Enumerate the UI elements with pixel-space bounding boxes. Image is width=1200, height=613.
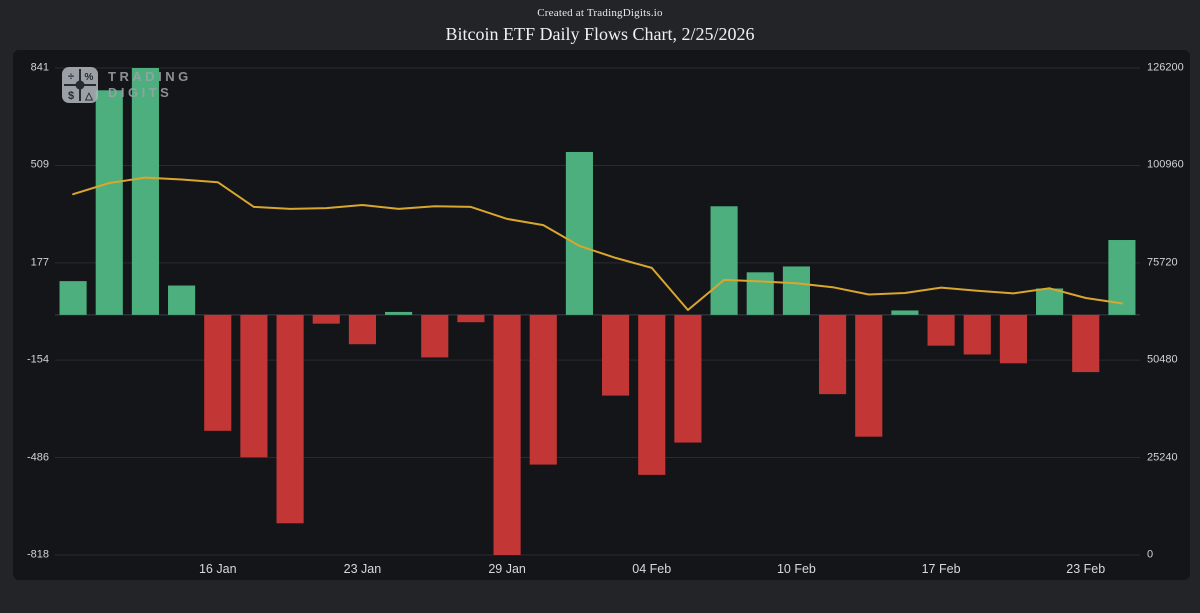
x-axis-label: 29 Jan bbox=[488, 562, 526, 576]
y-axis-label-left: -154 bbox=[26, 353, 49, 366]
x-axis-label: 16 Jan bbox=[198, 562, 237, 576]
icon-glyph-dollar: $ bbox=[68, 90, 74, 102]
flow-bar[interactable] bbox=[457, 314, 485, 323]
flow-bar[interactable] bbox=[276, 314, 304, 524]
flow-bar[interactable] bbox=[565, 151, 593, 315]
y-axis-label-right: 25240 bbox=[1147, 451, 1178, 464]
flow-bar[interactable] bbox=[168, 285, 196, 315]
flow-bar[interactable] bbox=[927, 314, 955, 346]
y-axis-label-right: 75720 bbox=[1147, 256, 1178, 269]
icon-glyph-triangle: △ bbox=[84, 91, 93, 102]
flow-bar[interactable] bbox=[782, 266, 810, 315]
y-axis-label-right: 50480 bbox=[1147, 353, 1178, 366]
y-axis-label-left: 177 bbox=[30, 256, 49, 269]
flow-bar[interactable] bbox=[638, 314, 666, 475]
icon-glyph-divide: ÷ bbox=[68, 71, 74, 83]
x-axis-label: 23 Feb bbox=[1066, 562, 1106, 576]
flow-bar[interactable] bbox=[963, 314, 991, 355]
chart-panel: ÷ % $ △ TRADING DIGITS 841 126200 509 10096… bbox=[13, 50, 1190, 580]
flow-bar[interactable] bbox=[891, 310, 919, 315]
flow-bar[interactable] bbox=[999, 314, 1027, 364]
flow-bar[interactable] bbox=[493, 314, 521, 555]
flow-bar[interactable] bbox=[385, 311, 413, 315]
flow-bar[interactable] bbox=[602, 314, 630, 396]
flow-bar[interactable] bbox=[674, 314, 702, 443]
flow-bar[interactable] bbox=[312, 314, 340, 324]
price-line[interactable] bbox=[72, 176, 1123, 311]
y-axis-label-right: 0 bbox=[1147, 548, 1154, 561]
x-axis-label: 23 Jan bbox=[343, 562, 382, 576]
flow-bar[interactable] bbox=[529, 314, 557, 465]
flow-bar[interactable] bbox=[855, 314, 883, 437]
flow-bar[interactable] bbox=[59, 281, 87, 315]
calculator-logo-icon: ÷ % $ △ bbox=[62, 67, 98, 103]
flow-bar[interactable] bbox=[95, 90, 123, 315]
flow-bar[interactable] bbox=[710, 206, 738, 315]
page-title: Bitcoin ETF Daily Flows Chart, 2/25/2026 bbox=[445, 24, 755, 44]
watermark-line1: TRADING bbox=[108, 69, 192, 84]
y-axis-label-left: -818 bbox=[26, 548, 49, 561]
y-axis-label-left: 509 bbox=[30, 158, 49, 171]
credit-text: Created at TradingDigits.io bbox=[537, 7, 663, 19]
watermark-line2: DIGITS bbox=[108, 85, 173, 100]
flows-chart[interactable] bbox=[13, 50, 1190, 580]
icon-glyph-percent: % bbox=[85, 72, 94, 83]
y-axis-label-right: 100960 bbox=[1147, 158, 1184, 171]
x-axis-label: 04 Feb bbox=[632, 562, 672, 576]
x-axis-label: 10 Feb bbox=[776, 562, 816, 576]
flow-bar[interactable] bbox=[1072, 314, 1100, 373]
flow-bar[interactable] bbox=[204, 314, 232, 431]
flow-bar[interactable] bbox=[1036, 288, 1064, 315]
y-axis-label-right: 126200 bbox=[1147, 61, 1184, 74]
watermark: ÷ % $ △ TRADING DIGITS bbox=[61, 66, 192, 104]
flow-bar[interactable] bbox=[240, 314, 268, 458]
x-axis-label: 17 Feb bbox=[921, 562, 961, 576]
y-axis-label-left: -486 bbox=[26, 451, 49, 464]
flow-bar[interactable] bbox=[348, 314, 376, 345]
flow-bar[interactable] bbox=[131, 68, 159, 315]
y-axis-label-left: 841 bbox=[30, 61, 49, 74]
watermark-text: TRADING DIGITS bbox=[108, 69, 192, 101]
flow-bar[interactable] bbox=[819, 314, 847, 395]
flow-bar[interactable] bbox=[421, 314, 449, 358]
flow-bar[interactable] bbox=[746, 272, 774, 315]
